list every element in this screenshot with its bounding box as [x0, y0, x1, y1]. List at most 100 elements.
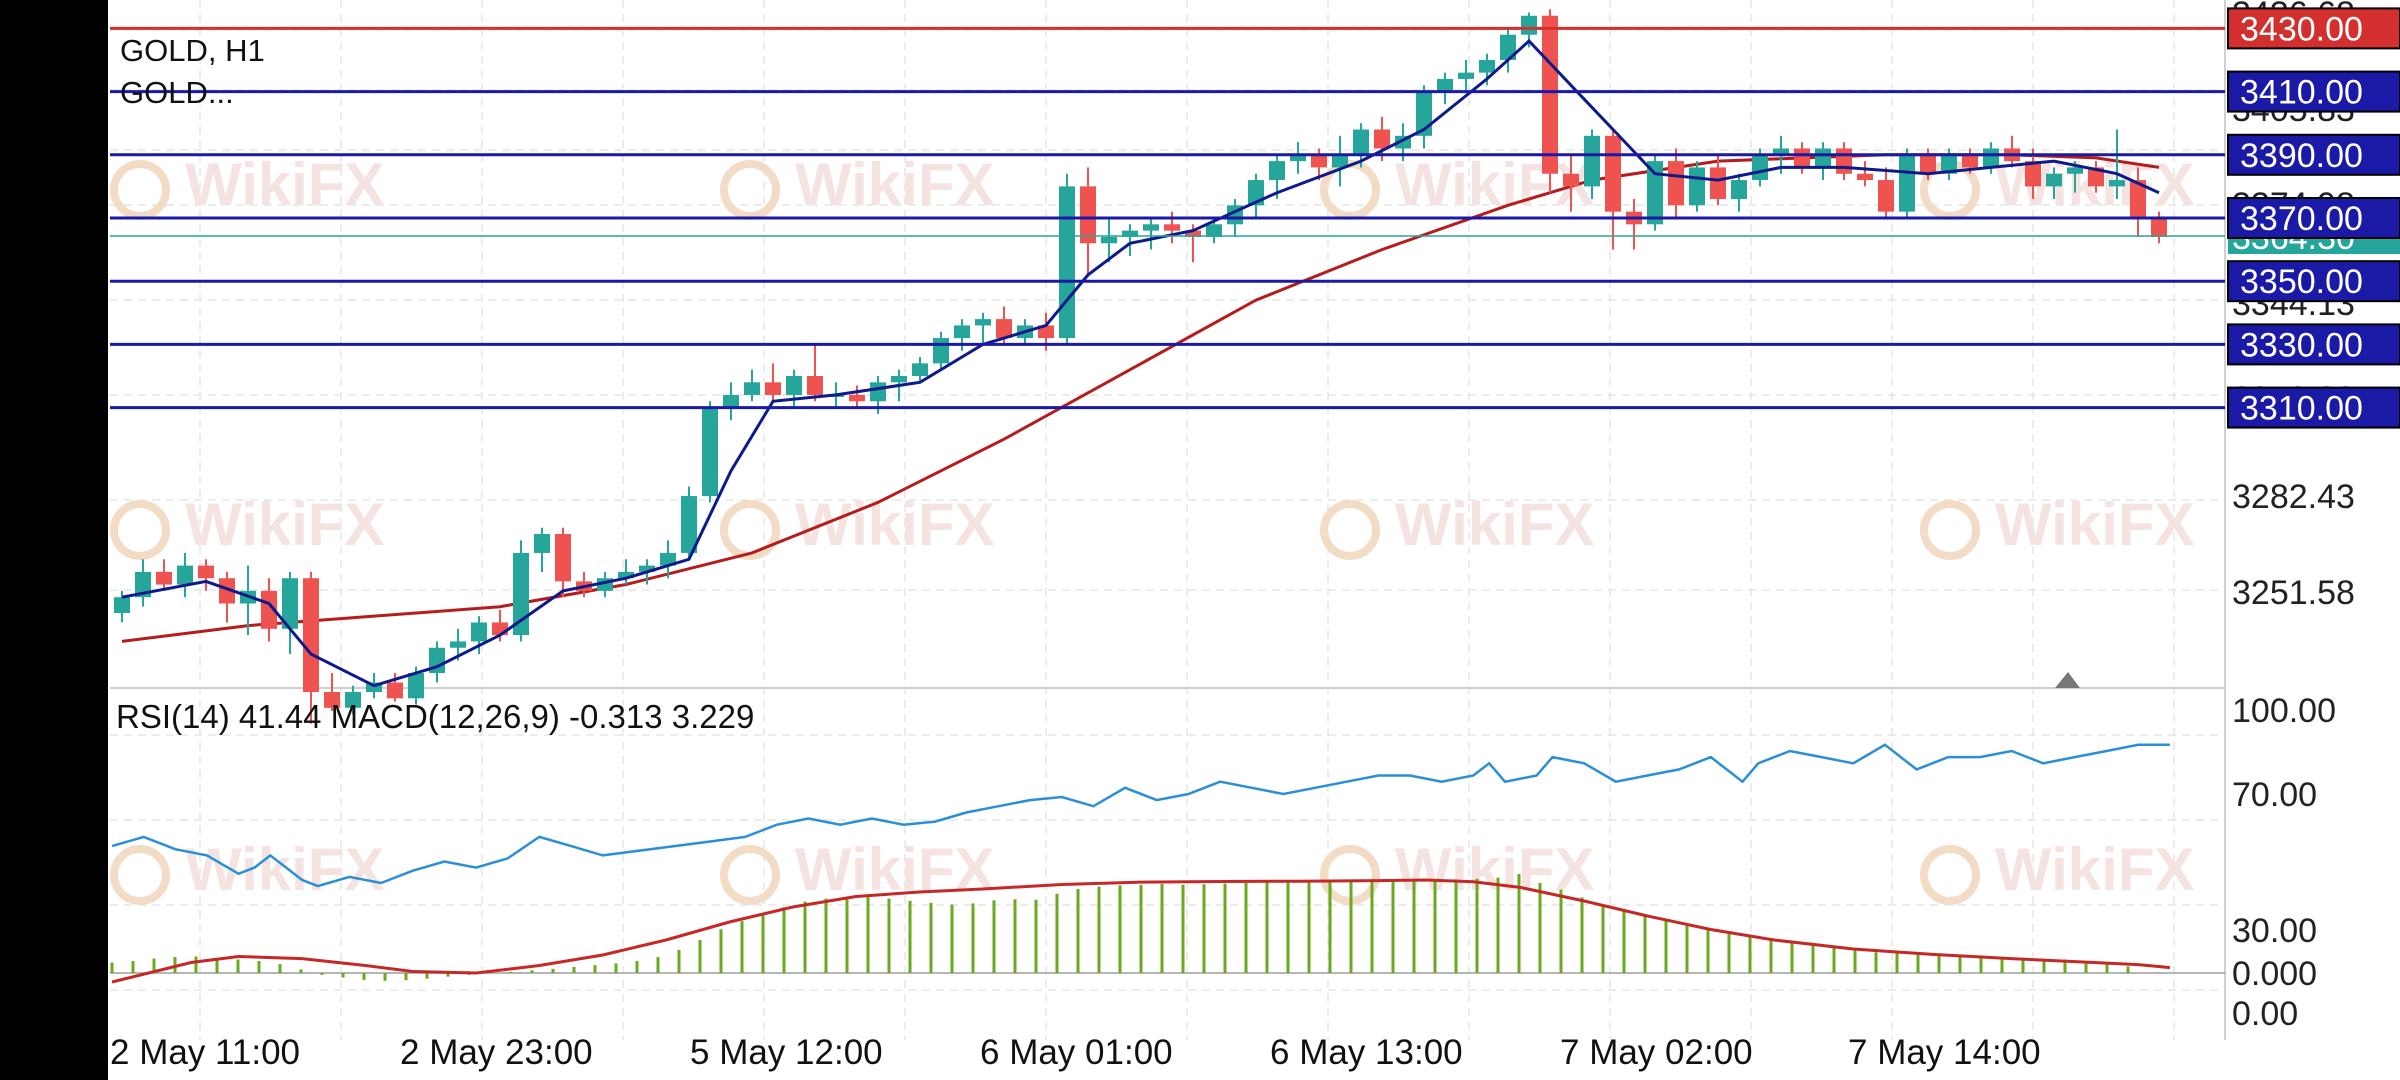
watermark-text: WikiFX: [1995, 491, 2194, 558]
candle-body: [261, 590, 277, 629]
candle-body: [534, 533, 550, 553]
level-price-tag: [2227, 70, 2400, 113]
indicator-pane: [110, 743, 2225, 984]
candle-body: [2025, 161, 2041, 187]
candle-body: [912, 363, 928, 376]
candle-body: [303, 578, 319, 692]
candle-body: [1458, 72, 1474, 79]
candle-body: [807, 375, 823, 395]
candle-body: [492, 622, 508, 636]
candle-body: [975, 319, 991, 326]
candle-body: [513, 552, 529, 636]
price-axis-label: 3251.58: [2232, 574, 2355, 612]
symbol-name-line: GOLD...: [120, 75, 234, 110]
watermark-text: WikiFX: [795, 491, 994, 558]
watermark-logo-icon: [110, 845, 170, 905]
indicator-axis-label: 0.000: [2232, 955, 2317, 993]
candle-body: [1983, 148, 1999, 168]
candles-layer: [114, 9, 2167, 724]
candle-body: [2088, 167, 2104, 187]
candle-body: [618, 571, 634, 579]
candle-body: [387, 682, 403, 699]
time-axis-label: 7 May 02:00: [1560, 1033, 1753, 1072]
candle-body: [2151, 217, 2167, 237]
level-price-label: 3330.00: [2240, 326, 2363, 364]
price-levels: [110, 26, 2225, 410]
level-price-tag: [2227, 386, 2400, 429]
watermark-logo-icon: [110, 160, 170, 220]
indicator-axis-label: 30.00: [2232, 912, 2317, 950]
candle-body: [639, 565, 655, 572]
candle-body: [1479, 59, 1495, 73]
watermark-text: WikiFX: [1395, 491, 1594, 558]
candle-body: [324, 691, 340, 708]
candle-body: [555, 533, 571, 582]
watermark-logo-icon: [1920, 500, 1980, 560]
candle-body: [1521, 15, 1537, 35]
watermark-logo-icon: [720, 160, 780, 220]
watermark-text: WikiFX: [1395, 836, 1594, 903]
candle-body: [1710, 167, 1726, 200]
candle-body: [1836, 148, 1852, 174]
candle-body: [1899, 154, 1915, 212]
candle-body: [891, 375, 907, 383]
level-price-label: 3310.00: [2240, 390, 2363, 428]
candle-body: [1290, 154, 1306, 162]
level-price-label: 3430.00: [2240, 10, 2363, 48]
level-price-label: 3390.00: [2240, 137, 2363, 175]
candle-body: [1815, 148, 1831, 168]
candle-body: [1269, 161, 1285, 181]
watermark-text: WikiFX: [185, 491, 384, 558]
candle-body: [177, 565, 193, 585]
watermark-text: WikiFX: [1995, 836, 2194, 903]
scroll-up-triangle-icon[interactable]: [2055, 672, 2080, 688]
symbol-line: GOLD, H1: [120, 33, 265, 68]
time-axis-label: 2 May 23:00: [400, 1033, 593, 1072]
candle-body: [2046, 173, 2062, 187]
slow-ma-layer: [121, 153, 2160, 643]
candle-body: [1059, 186, 1075, 339]
time-axis-label: 7 May 14:00: [1848, 1033, 2041, 1072]
slow-moving-average-line: [121, 153, 2160, 643]
candle-body: [744, 382, 760, 395]
symbol-legend: GOLD, H1 GOLD...: [120, 30, 265, 114]
candle-body: [1206, 224, 1222, 237]
candle-body: [1332, 154, 1348, 168]
watermark-text: WikiFX: [795, 836, 994, 903]
candle-body: [219, 578, 235, 604]
watermark-text: WikiFX: [185, 836, 384, 903]
candle-body: [1962, 154, 1978, 168]
candle-body: [1857, 173, 1873, 181]
candle-body: [849, 394, 865, 402]
level-price-label: 3350.00: [2240, 263, 2363, 301]
candle-body: [1668, 161, 1684, 206]
candle-body: [1878, 180, 1894, 212]
candle-body: [1941, 154, 1957, 174]
candle-body: [2109, 180, 2125, 187]
candle-body: [996, 319, 1012, 339]
candle-body: [1353, 129, 1369, 155]
candle-body: [702, 407, 718, 497]
candle-body: [1038, 325, 1054, 339]
candle-body: [1563, 173, 1579, 187]
candle-body: [1122, 230, 1138, 237]
chart-grid: [110, 0, 2226, 1040]
candle-body: [450, 641, 466, 648]
time-axis-label: 5 May 12:00: [690, 1033, 883, 1072]
candle-body: [1920, 154, 1936, 174]
indicator-axis-label: 70.00: [2232, 776, 2317, 814]
fast-moving-average-line: [121, 38, 2160, 688]
time-axis-label: 6 May 13:00: [1270, 1033, 1463, 1072]
candle-body: [114, 597, 130, 613]
watermark-logo-icon: [1320, 500, 1380, 560]
watermark-text: WikiFX: [1395, 151, 1594, 218]
level-price-tag: [2227, 260, 2400, 303]
time-axis-label: 6 May 01:00: [980, 1033, 1173, 1072]
watermarks: WikiFX WikiFX WikiFX WikiFX WikiFX WikiFX Wiki…: [110, 151, 2194, 905]
candle-body: [681, 496, 697, 553]
candle-body: [345, 691, 361, 708]
candle-body: [1143, 224, 1159, 231]
candle-body: [1374, 129, 1390, 149]
candle-body: [1605, 135, 1621, 212]
